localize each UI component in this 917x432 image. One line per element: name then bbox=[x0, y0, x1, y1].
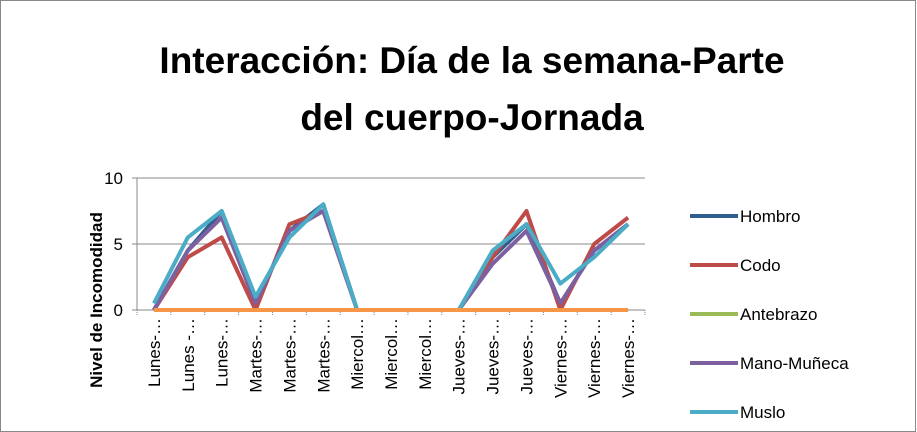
x-tick-label: Viernes-… bbox=[585, 318, 604, 398]
x-tick-label: Martes-… bbox=[247, 318, 266, 393]
y-axis-label: Nivel de Incomodidad bbox=[87, 212, 106, 388]
x-tick-label: Miercol… bbox=[382, 318, 401, 390]
legend-label: Mano-Muñeca bbox=[740, 354, 849, 373]
y-tick-label: 5 bbox=[114, 235, 123, 254]
y-tick-label: 0 bbox=[114, 301, 123, 320]
x-tick-label: Viernes-… bbox=[551, 318, 570, 398]
x-tick-label: Martes-… bbox=[280, 318, 299, 393]
x-tick-label: Miercol… bbox=[348, 318, 367, 390]
x-tick-label: Lunes-… bbox=[145, 318, 164, 387]
x-tick-label: Martes-… bbox=[314, 318, 333, 393]
legend-label: Hombro bbox=[740, 207, 800, 226]
x-tick-label: Jueves-… bbox=[484, 318, 503, 395]
chart-title: Interacción: Día de la semana-Parte bbox=[159, 40, 784, 81]
x-tick-label: Jueves-… bbox=[517, 318, 536, 395]
legend-label: Antebrazo bbox=[740, 305, 818, 324]
x-tick-label: Lunes-… bbox=[213, 318, 232, 387]
x-tick-label: Miercol… bbox=[416, 318, 435, 390]
x-tick-label: Viernes-… bbox=[619, 318, 638, 398]
x-tick-label: Lunes -… bbox=[179, 318, 198, 392]
legend-label: Muslo bbox=[740, 403, 785, 422]
legend-label: Codo bbox=[740, 256, 781, 275]
y-tick-label: 10 bbox=[104, 169, 123, 188]
x-tick-label: Jueves-… bbox=[450, 318, 469, 395]
chart-title: del cuerpo-Jornada bbox=[300, 97, 644, 138]
